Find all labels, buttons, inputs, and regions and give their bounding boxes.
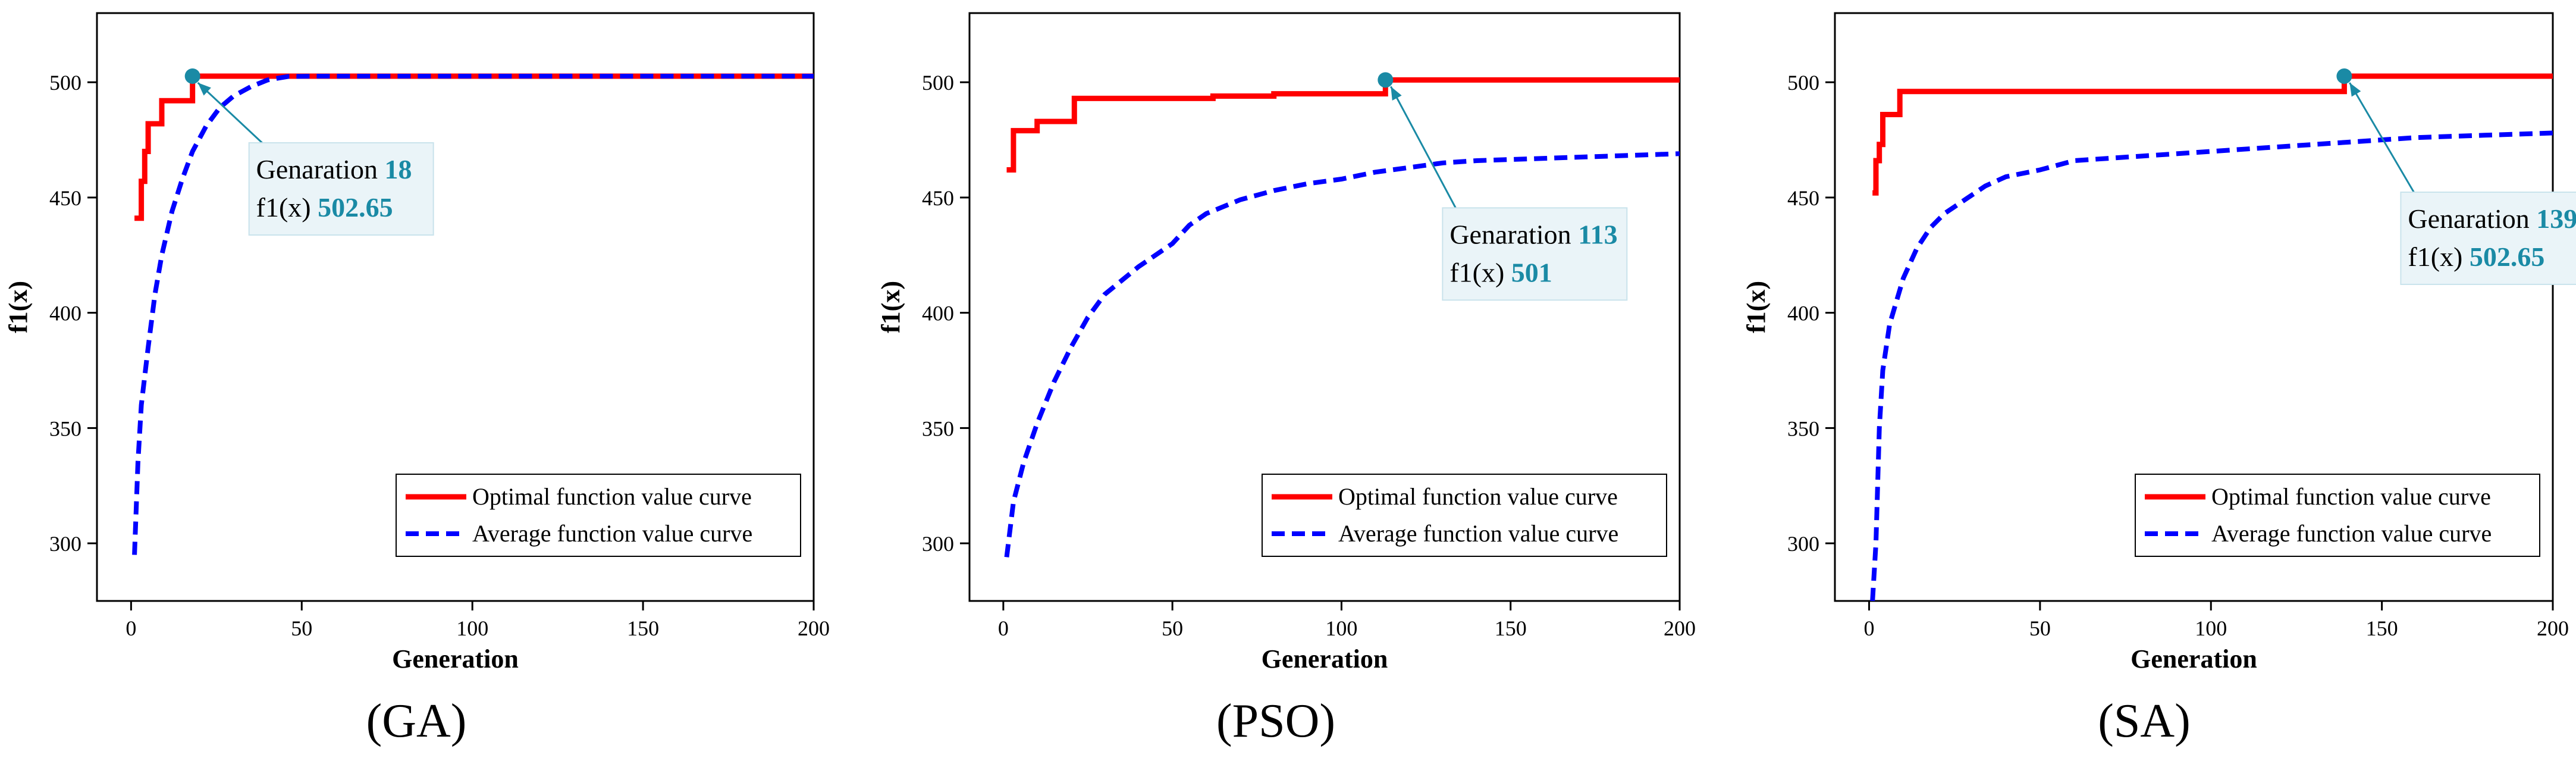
legend-label-optimal: Optimal function value curve — [1338, 483, 1618, 510]
legend-box — [1262, 474, 1667, 557]
x-tick-label: 150 — [1495, 616, 1527, 640]
average-series-line — [132, 74, 814, 555]
annotation-generation-label: Genaration — [256, 154, 385, 184]
legend-label-optimal: Optimal function value curve — [472, 483, 752, 510]
annotation-f1-label: f1(x) — [1449, 257, 1511, 287]
optimal-series-line — [1006, 77, 1680, 173]
y-tick-label: 350 — [922, 416, 954, 440]
panel-caption: (SA) — [2098, 695, 2191, 747]
legend-label-average: Average function value curve — [472, 520, 752, 547]
x-axis-title: Generation — [1262, 644, 1388, 674]
chart-2: 0 50 100 150 200 300 350 400 450 500 Generation f1(… — [876, 12, 1696, 747]
x-tick-label: 150 — [627, 616, 659, 640]
x-tick-label: 200 — [1664, 616, 1696, 640]
legend-box — [2135, 474, 2540, 557]
annotation-generation-label: Genaration — [1449, 219, 1578, 249]
y-tick-label: 450 — [49, 186, 81, 210]
plot-frame — [1834, 12, 2554, 602]
plot-frame — [96, 12, 815, 602]
y-tick-label: 350 — [49, 416, 81, 440]
legend: Optimal function value curve Average func… — [2135, 474, 2540, 557]
annotation-generation-label: Genaration — [2408, 203, 2536, 234]
annotation-f1-value: 501 — [1511, 257, 1552, 287]
legend-box — [396, 474, 801, 557]
y-tick-label: 300 — [1787, 532, 1819, 556]
annotation-arrow — [2349, 82, 2415, 193]
annotation-line-2: f1(x) 501 — [1449, 257, 1552, 287]
x-tick-label: 100 — [456, 616, 488, 640]
x-axis-title: Generation — [392, 644, 519, 674]
y-tick-label: 350 — [1787, 416, 1819, 440]
annotation-generation-value: 18 — [385, 154, 412, 184]
annotation-line-2: f1(x) 502.65 — [256, 192, 393, 223]
x-tick-label: 50 — [1162, 616, 1183, 640]
annotation-box — [2400, 191, 2576, 285]
y-axis-title: f1(x) — [1742, 281, 1771, 333]
x-tick-label: 100 — [1325, 616, 1357, 640]
y-tick-label: 450 — [1787, 186, 1819, 210]
highlight-point — [184, 68, 200, 84]
annotation-line-1: Genaration 139 — [2408, 203, 2576, 234]
y-tick-label: 500 — [1787, 71, 1819, 95]
legend-label-optimal: Optimal function value curve — [2211, 483, 2491, 510]
x-tick-label: 0 — [998, 616, 1009, 640]
legend-label-average: Average function value curve — [2211, 520, 2492, 547]
optimal-series-line — [1872, 73, 2553, 196]
legend-label-average: Average function value curve — [1338, 520, 1618, 547]
annotation-arrow — [1390, 86, 1457, 209]
highlight-point — [2336, 68, 2352, 84]
chart-3: 0 50 100 150 200 300 350 400 450 500 Generation f1(… — [1742, 12, 2576, 747]
annotation-arrowhead — [1391, 86, 1402, 101]
panel-caption: (PSO) — [1216, 695, 1335, 747]
y-tick-label: 400 — [49, 302, 81, 325]
annotation-f1-value: 502.65 — [2470, 242, 2545, 272]
chart-1: 0 50 100 150 200 300 350 400 450 500 Generation f1(… — [4, 12, 830, 747]
annotation-generation-value: 139 — [2536, 203, 2576, 234]
annotation-box — [1442, 207, 1628, 301]
y-axis-title: f1(x) — [876, 281, 905, 333]
y-tick-label: 450 — [922, 186, 954, 210]
highlight-point — [1378, 72, 1394, 88]
panel-caption: (GA) — [366, 695, 467, 747]
x-tick-label: 100 — [2195, 616, 2227, 640]
annotation-f1-label: f1(x) — [256, 192, 318, 223]
y-tick-label: 400 — [1787, 302, 1819, 325]
x-tick-label: 0 — [125, 616, 136, 640]
y-tick-label: 500 — [922, 71, 954, 95]
average-series-line — [1870, 130, 2553, 601]
annotation-generation-value: 113 — [1578, 219, 1617, 249]
legend: Optimal function value curve Average func… — [396, 474, 801, 557]
annotation-box — [248, 142, 434, 236]
annotation-f1-value: 502.65 — [318, 192, 393, 223]
annotation-line-1: Genaration 18 — [256, 154, 412, 184]
annotation-arrow — [197, 82, 263, 144]
y-tick-label: 300 — [49, 532, 81, 556]
annotation-arrowhead — [197, 82, 211, 96]
x-tick-label: 0 — [1863, 616, 1874, 640]
y-tick-label: 300 — [922, 532, 954, 556]
y-tick-label: 400 — [922, 302, 954, 325]
annotation-f1-label: f1(x) — [2408, 242, 2469, 272]
x-tick-label: 200 — [2537, 616, 2569, 640]
x-tick-label: 200 — [798, 616, 830, 640]
annotation-line-2: f1(x) 502.65 — [2408, 242, 2544, 272]
x-tick-label: 150 — [2366, 616, 2398, 640]
legend: Optimal function value curve Average func… — [1262, 474, 1667, 557]
x-tick-label: 50 — [2029, 616, 2051, 640]
y-axis-title: f1(x) — [4, 281, 33, 333]
average-series-line — [1004, 151, 1680, 558]
x-tick-label: 50 — [291, 616, 312, 640]
annotation-arrowhead — [2349, 82, 2361, 97]
annotation-line-1: Genaration 113 — [1449, 219, 1617, 249]
y-tick-label: 500 — [49, 71, 81, 95]
optimal-series-line — [134, 73, 814, 221]
plot-frame — [968, 12, 1681, 602]
x-axis-title: Generation — [2131, 644, 2257, 674]
